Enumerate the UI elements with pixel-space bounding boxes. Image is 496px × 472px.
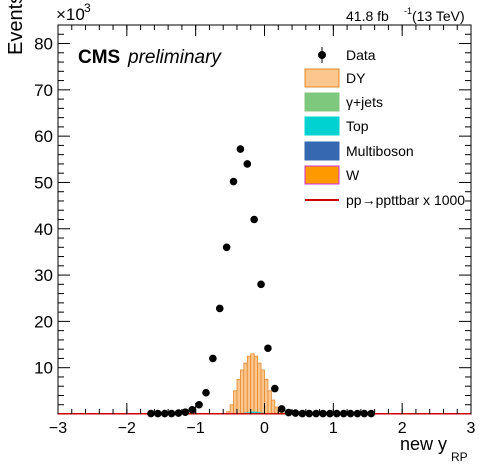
y-tick-label: 40 [34,220,53,239]
legend-label: DY [346,70,366,86]
top-bar [254,411,258,414]
y-tick-label: 10 [34,359,53,378]
data-point [332,409,341,418]
y-axis-label: Events [5,0,27,55]
y-tick-label: 70 [34,81,53,100]
lumi-unit-exponent: -1 [404,6,412,16]
legend-swatch [304,165,340,185]
data-point [339,409,348,418]
preliminary-label: preliminary [127,47,222,68]
dy-bar [257,362,262,415]
x-tick-label: −2 [118,420,136,437]
data-point [367,409,375,418]
lumi-energy: (13 TeV) [412,8,465,24]
data-point [326,409,334,418]
data-point [222,243,231,252]
x-tick-label: 0 [260,420,269,437]
y-exponent-power: 3 [84,1,91,15]
dy-bar [243,362,248,415]
data-point [319,409,327,418]
data-point [257,280,265,289]
legend-label: W [346,167,360,183]
legend-marker [318,51,326,59]
y-tick-label: 20 [34,312,53,331]
data-point [154,409,162,418]
luminosity-label: 41.8 fb -1 (13 TeV) [346,6,465,24]
dy-bar [260,369,265,415]
data-point [236,145,245,153]
legend-swatch [304,116,340,136]
legend-swatch [304,68,340,88]
y-tick-label: 30 [34,266,53,285]
legend: Data DY γ+jets Top Multiboson Wpp→ppttbar x 1… [304,47,465,208]
data-point [360,409,369,418]
x-tick-label: −3 [49,420,67,437]
x-axis-label: new y RP [400,434,468,464]
data-point [291,409,300,417]
dy-bar [267,390,272,415]
legend-label: Multiboson [346,143,414,159]
y-exponent-base: ×10 [56,5,85,24]
data-point [271,384,279,393]
y-tick-label: 60 [34,127,53,146]
legend-swatch [304,92,340,112]
data-point [277,405,286,413]
x-tick-label: −1 [187,420,205,437]
stacked-histograms [226,353,286,415]
data-point [312,409,320,418]
data-point [195,400,203,409]
legend-label: γ+jets [346,94,383,110]
axes: −3 −2 −1 0 1 2 3 10 20 30 40 50 60 70 80 [34,24,476,437]
y-tick-label: 80 [34,35,53,54]
data-point [284,408,293,417]
dy-bar [236,378,241,415]
dy-bar [250,353,255,415]
data-points [147,145,375,418]
data-point [243,160,252,168]
cms-label: CMS [78,47,120,68]
x-axis-label-main: new y [400,434,447,454]
plot-frame [57,24,472,415]
dy-bar [270,399,276,415]
data-point [215,304,224,313]
x-tick-label: 3 [467,420,476,437]
data-point [147,409,155,418]
data-point [229,177,238,186]
dy-bar [240,369,245,415]
y-exponent: ×10 3 [56,1,91,24]
data-point [353,409,362,418]
data-point [202,388,210,397]
dy-bar [229,404,234,415]
dy-bar [253,355,259,415]
data-point [181,408,190,416]
x-axis-label-sub: RP [451,450,468,464]
x-tick-label: 1 [329,420,338,437]
legend-label: Top [346,118,369,134]
top-bar [250,411,255,414]
data-point [160,409,169,418]
data-point [298,409,307,418]
dy-bar [264,378,269,415]
data-point [264,344,272,353]
data-point [174,409,183,417]
dy-bar [274,406,279,415]
lumi-value: 41.8 fb [346,8,389,24]
y-tick-label: 50 [34,173,53,192]
data-point [188,406,197,414]
data-point [305,409,314,418]
legend-swatch [304,141,340,161]
dy-bar [246,355,252,415]
data-point [167,409,176,418]
legend-label: pp→ppttbar x 1000 [346,192,465,208]
data-point [346,409,355,418]
x-tick-label: 2 [398,420,407,437]
data-point [250,215,258,224]
legend-label: Data [346,47,376,63]
dy-bar [233,390,238,415]
data-point [209,354,217,363]
